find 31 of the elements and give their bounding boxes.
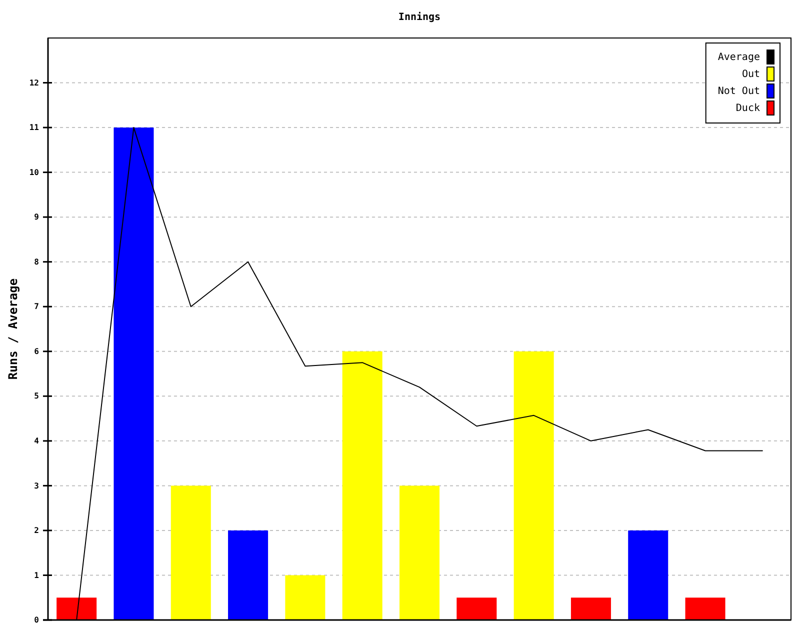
bar xyxy=(570,598,611,620)
bar xyxy=(399,486,440,620)
bar xyxy=(628,530,668,620)
y-tick-label: 2 xyxy=(34,526,40,536)
y-tick-label: 6 xyxy=(34,346,40,356)
y-tick-label: 5 xyxy=(34,392,40,401)
y-tick-label: 9 xyxy=(34,212,40,222)
bar xyxy=(514,351,554,620)
y-tick-label: 7 xyxy=(34,302,40,312)
y-tick-label: 3 xyxy=(34,481,40,490)
legend-label: Duck xyxy=(736,103,760,114)
legend-label: Out xyxy=(742,69,760,80)
y-tick-label: 0 xyxy=(34,616,40,625)
y-tick-label: 11 xyxy=(29,123,40,132)
bar xyxy=(228,530,268,620)
y-tick-label: 8 xyxy=(34,257,40,266)
y-tick-label: 10 xyxy=(29,168,40,177)
bar xyxy=(456,598,497,620)
legend-label: Average xyxy=(718,52,760,63)
bar xyxy=(56,598,97,620)
legend-label: Not Out xyxy=(718,86,760,97)
bar xyxy=(342,351,382,620)
bar xyxy=(114,128,154,620)
bar xyxy=(285,575,326,620)
y-tick-label: 12 xyxy=(29,78,40,88)
bar xyxy=(170,486,211,620)
chart-title: Innings xyxy=(398,11,441,23)
y-tick-label: 4 xyxy=(34,436,40,446)
bar xyxy=(685,598,726,620)
y-axis-title: Runs / Average xyxy=(6,278,20,380)
y-tick-label: 1 xyxy=(34,570,40,580)
